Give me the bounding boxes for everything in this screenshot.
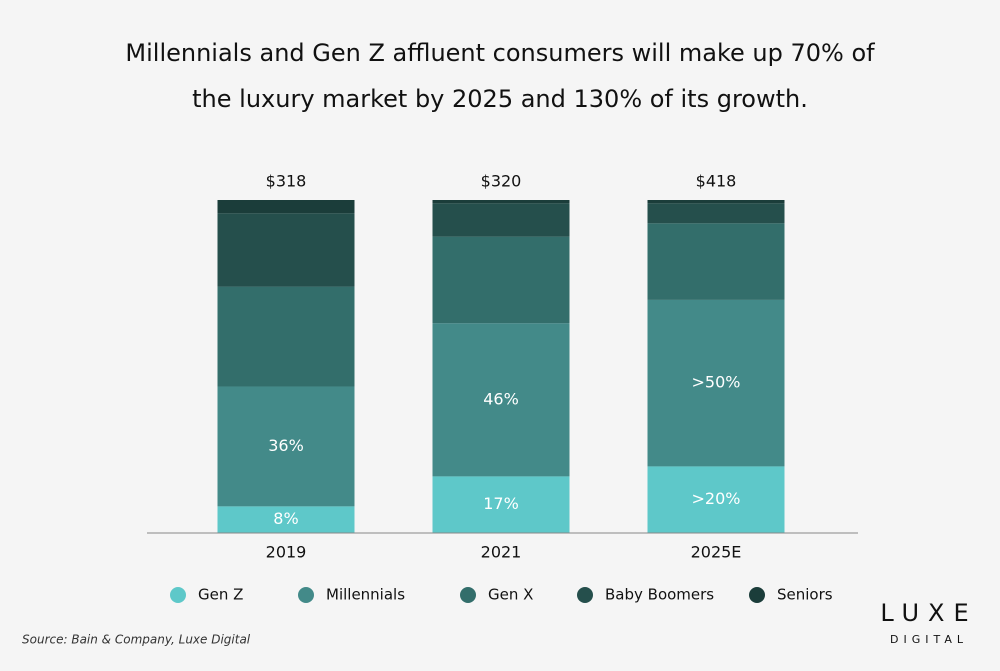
legend-marker [460,587,476,603]
bar-segment [647,223,785,300]
bar-segment [217,506,355,533]
legend-label: Millennials [326,586,405,604]
bar-segment [647,466,785,533]
bar-segment [432,323,570,477]
bar-segment [432,476,570,533]
data-label: 36% [268,436,304,455]
legend-label: Seniors [777,586,833,604]
legend-marker [577,587,593,603]
source: Source: Bain & Company, Luxe Digital [22,633,251,647]
bar-segment [432,236,570,324]
bar-segment [647,299,785,467]
bar-segment [647,203,785,224]
data-label: 17% [483,494,519,513]
legend-label: Gen Z [198,586,243,604]
bar-segment [647,200,785,204]
data-label: 8% [273,509,298,528]
bar-segment [217,386,355,507]
total-label: $418 [696,172,737,191]
bar-segment [432,203,570,237]
legend-label: Gen X [488,586,533,604]
data-label: 46% [483,389,519,408]
x-tick-label: 2025E [691,543,742,562]
legend-marker [298,587,314,603]
data-label: >20% [692,489,741,508]
legend-marker [170,587,186,603]
total-label: $320 [481,172,522,191]
bar-segment [432,200,570,204]
x-tick-label: 2021 [481,543,522,562]
legend-marker [749,587,765,603]
bar-segment [217,286,355,387]
bar-segment [217,200,355,214]
logo-top: LUXE [880,599,977,627]
data-label: >50% [692,373,741,392]
legend-label: Baby Boomers [605,586,714,604]
total-label: $318 [266,172,307,191]
bar-segment [217,213,355,287]
chart-title: Millennials and Gen Z affluent consumers… [125,39,875,113]
x-tick-label: 2019 [266,543,307,562]
logo-bottom: DIGITAL [890,633,968,646]
